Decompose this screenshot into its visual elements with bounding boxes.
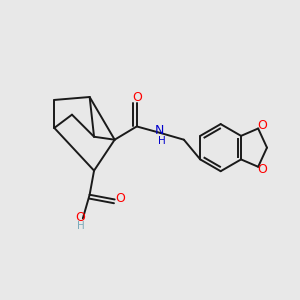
Text: H: H [158, 136, 166, 146]
Text: O: O [132, 91, 142, 104]
Text: O: O [257, 119, 267, 132]
Text: O: O [257, 163, 267, 176]
Text: O: O [76, 211, 85, 224]
Text: N: N [155, 124, 164, 137]
Text: H: H [76, 221, 84, 231]
Text: O: O [116, 192, 125, 205]
